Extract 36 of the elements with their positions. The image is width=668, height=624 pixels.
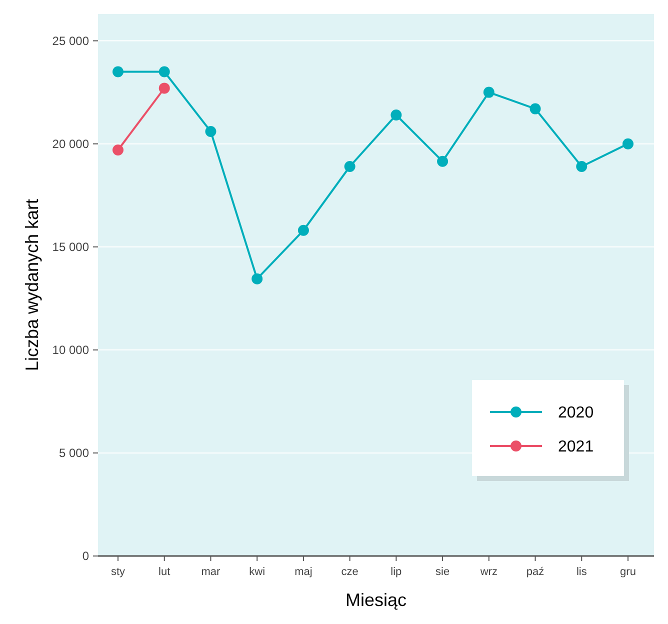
point xyxy=(530,103,541,114)
y-tick-label: 25 000 xyxy=(52,34,90,48)
x-tick-label: wrz xyxy=(479,566,498,578)
point xyxy=(483,86,494,98)
point xyxy=(112,66,124,78)
point xyxy=(252,273,263,284)
legend-label: 2021 xyxy=(558,438,594,456)
x-axis-title: Miesiąc xyxy=(345,590,407,610)
point xyxy=(298,224,309,236)
x-tick-label: mar xyxy=(201,566,221,578)
x-tick-label: kwi xyxy=(249,566,266,578)
x-tick-label: lut xyxy=(158,566,170,578)
point xyxy=(390,109,402,120)
point xyxy=(158,82,170,94)
point xyxy=(158,66,170,78)
x-tick-label: maj xyxy=(294,566,312,578)
y-tick-label: 10 000 xyxy=(52,343,90,358)
x-tick-label: sty xyxy=(110,566,126,578)
y-axis-title: Liczba wydanych kart xyxy=(22,198,42,372)
x-tick-label: gru xyxy=(620,566,636,578)
x-tick-label: paź xyxy=(526,566,544,578)
y-tick-label: 15 000 xyxy=(52,240,90,254)
point xyxy=(344,161,356,172)
x-tick-label: cze xyxy=(341,566,358,578)
x-tick-label: lis xyxy=(576,566,588,578)
y-tick-label: 5 000 xyxy=(58,446,90,460)
point xyxy=(622,138,634,150)
point xyxy=(437,156,448,167)
y-tick-label: 20 000 xyxy=(52,137,90,152)
point xyxy=(112,144,124,156)
legend-label: 2020 xyxy=(558,404,594,422)
x-tick-label: lip xyxy=(390,566,402,578)
x-tick-label: sie xyxy=(436,566,450,578)
y-tick-label: 0 xyxy=(82,549,90,564)
point xyxy=(576,161,588,172)
point xyxy=(205,126,216,137)
